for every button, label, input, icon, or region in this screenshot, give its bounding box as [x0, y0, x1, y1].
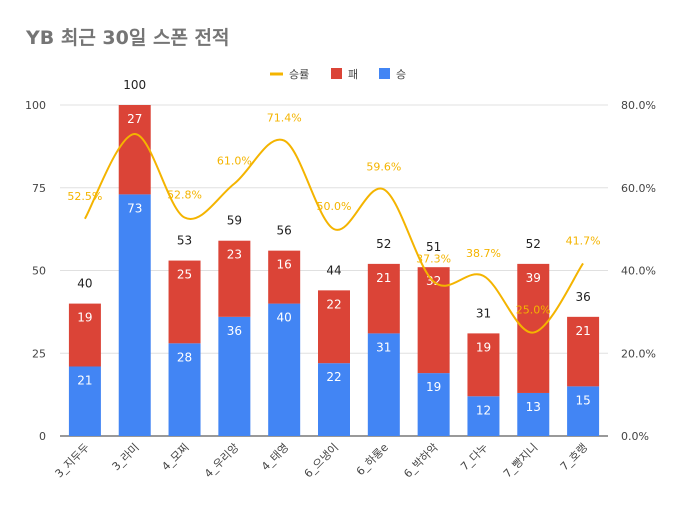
bar-loss-label: 19 — [476, 340, 491, 354]
x-tick-label: 6_하롱e — [353, 440, 391, 478]
bar-total-label: 44 — [326, 263, 341, 277]
bar-loss-label: 16 — [277, 258, 292, 272]
bar-total-label: 51 — [426, 240, 441, 254]
bar-win — [318, 363, 350, 436]
rate-label: 52.5% — [67, 190, 102, 203]
right-tick-label: 0.0% — [621, 430, 649, 443]
rate-label: 37.3% — [416, 253, 451, 266]
x-tick-label: 4_모찌 — [159, 441, 191, 473]
bar-total-label: 40 — [77, 277, 92, 291]
bar-loss — [218, 240, 251, 317]
bar-win-label: 36 — [227, 324, 242, 338]
bar-loss — [68, 303, 101, 367]
bar-total-label: 52 — [526, 237, 541, 251]
bar-total-label: 53 — [177, 234, 192, 248]
bar-total-label: 36 — [575, 290, 590, 304]
bar-win-label: 12 — [476, 403, 491, 417]
right-tick-label: 60.0% — [621, 182, 656, 195]
bar-total-label: 59 — [227, 214, 242, 228]
right-tick-label: 20.0% — [621, 347, 656, 360]
rate-label: 41.7% — [566, 234, 601, 247]
bar-win — [367, 333, 400, 436]
rate-label: 59.6% — [366, 160, 401, 173]
chart-title: YB 최근 30일 스폰 전적 — [25, 27, 230, 49]
bar-loss — [318, 290, 350, 364]
bar-win-label: 28 — [177, 350, 192, 364]
legend: 승률 패 승 — [270, 68, 406, 81]
legend-swatch-win — [379, 68, 390, 79]
bar-loss — [118, 105, 151, 195]
left-tick-label: 25 — [32, 347, 46, 360]
bar-win — [68, 366, 101, 436]
bar-loss — [467, 333, 500, 397]
x-tick-label: 3_지두두 — [53, 441, 92, 480]
left-tick-label: 0 — [39, 430, 46, 443]
bar-total-label: 56 — [277, 224, 292, 238]
right-tick-label: 40.0% — [621, 265, 656, 278]
bar-loss-label: 25 — [177, 268, 192, 282]
bar-win — [168, 343, 201, 436]
right-axis: 0.0% 20.0% 40.0% 60.0% 80.0% — [621, 99, 656, 443]
bar-loss-label: 21 — [376, 271, 391, 285]
left-axis: 0 25 50 75 100 — [25, 99, 46, 443]
x-tick-label: 7_빵지니 — [501, 441, 540, 480]
x-tick-label: 3_라미 — [109, 441, 141, 473]
x-axis: 3_지두두 3_라미 4_모찌 4_우리앙 4_태영 6_으냉이 6_하롱e 6_박하악 7_다… — [53, 440, 591, 480]
x-tick-label: 7_호랭 — [558, 441, 590, 473]
rate-label: 71.4% — [267, 112, 302, 125]
bar-win-label: 40 — [277, 311, 292, 325]
rate-label: 52.8% — [167, 189, 202, 202]
x-tick-label: 4_우리앙 — [202, 441, 241, 480]
bar-win — [218, 316, 251, 436]
left-tick-label: 100 — [25, 99, 46, 112]
bar-win — [467, 396, 500, 436]
bar-win — [417, 373, 450, 436]
bar-win — [567, 386, 600, 436]
rate-label: 61.0% — [217, 155, 252, 168]
legend-label-win: 승 — [396, 68, 406, 81]
x-tick-label: 6_으냉이 — [302, 441, 341, 480]
bar-win — [517, 392, 550, 436]
bar-total-label: 31 — [476, 306, 491, 320]
bar-loss — [367, 263, 400, 334]
bar-win-label: 15 — [575, 393, 590, 407]
x-tick-label: 4_태영 — [259, 441, 291, 473]
bar-win-label: 21 — [77, 373, 92, 387]
bar-loss-label: 22 — [326, 297, 341, 311]
legend-label-loss: 패 — [348, 68, 358, 81]
bar-loss-label: 27 — [127, 112, 142, 126]
bar-loss-label: 23 — [227, 248, 242, 262]
bar-win-label: 13 — [526, 400, 541, 414]
bar-loss-label: 19 — [77, 311, 92, 325]
bar-total-label: 52 — [376, 237, 391, 251]
rate-label: 25.0% — [516, 304, 551, 317]
bar-loss — [168, 260, 201, 344]
bar-win-label: 73 — [127, 201, 142, 215]
bar-win-label: 19 — [426, 380, 441, 394]
bar-loss — [268, 250, 301, 304]
bars: 21 19 40 73 27 100 28 25 53 36 23 59 40 16 56 22 22 44 31 2… — [68, 78, 600, 436]
rate-label: 38.7% — [466, 247, 501, 260]
bar-win — [118, 194, 151, 436]
bar-loss-label: 39 — [526, 271, 541, 285]
rate-line: 52.5% 52.8% 61.0% 71.4% 50.0% 59.6% 37.3% 38.7%… — [67, 112, 601, 334]
legend-swatch-loss — [331, 68, 342, 79]
bar-win-label: 22 — [326, 370, 341, 384]
rate-line-path — [84, 132, 584, 334]
x-tick-label: 7_다누 — [458, 441, 490, 473]
right-tick-label: 80.0% — [621, 99, 656, 112]
left-tick-label: 50 — [32, 265, 46, 278]
legend-label-rate: 승률 — [289, 68, 309, 81]
bar-loss — [567, 316, 600, 387]
bar-win-label: 31 — [376, 340, 391, 354]
bar-win — [268, 303, 301, 436]
bar-loss-label: 21 — [575, 324, 590, 338]
rate-label: 50.0% — [317, 200, 352, 213]
x-tick-label: 6_박하악 — [401, 440, 441, 480]
bar-total-label: 100 — [123, 78, 146, 92]
left-tick-label: 75 — [32, 182, 46, 195]
